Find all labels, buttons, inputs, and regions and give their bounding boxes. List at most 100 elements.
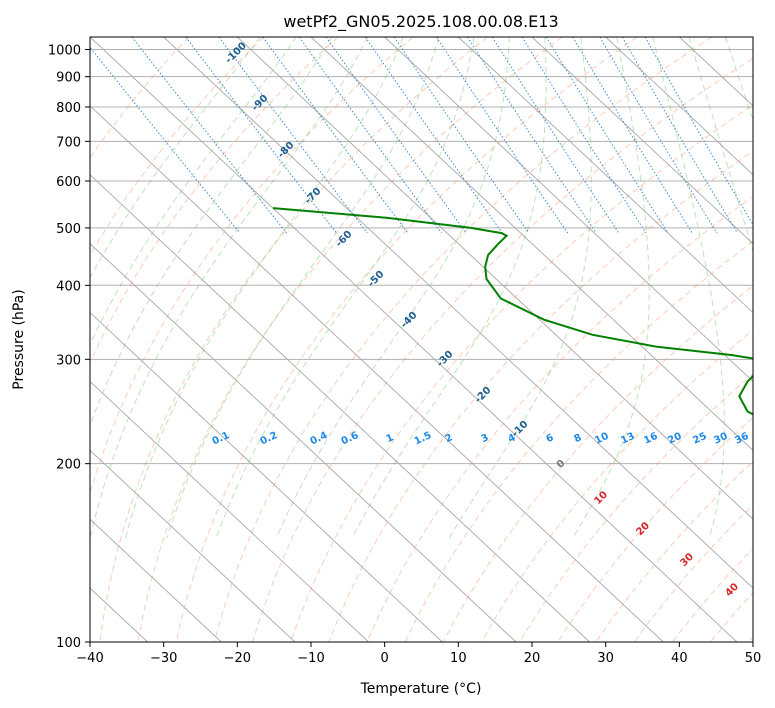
dry-adiabat-line (290, 104, 753, 642)
y-axis-title: Pressure (hPa) (11, 289, 27, 389)
mixing-ratio-label: 16 (642, 431, 659, 447)
y-tick-label: 900 (56, 71, 81, 86)
mixing-ratio-line (298, 37, 442, 234)
mixing-ratio-label: 1 (384, 432, 395, 445)
isotherm-line (531, 37, 753, 245)
dry-adiabat-line (90, 37, 339, 364)
mixing-ratio-line (644, 37, 753, 226)
mixing-ratio-line (90, 46, 241, 234)
mixing-ratio-lines (90, 37, 753, 234)
mixing-ratio-line (599, 37, 718, 234)
x-tick-label: 50 (745, 651, 762, 666)
dry-adiabats (90, 37, 753, 642)
isotherm-line (90, 449, 296, 642)
mixing-ratio-line (325, 37, 467, 234)
y-tick-label: 100 (56, 636, 81, 651)
mixing-ratio-line (364, 37, 503, 234)
moist-adiabat-line (90, 37, 261, 279)
moist-adiabat-line (90, 37, 369, 538)
moist-adiabat-line (215, 37, 475, 538)
dry-adiabat-line (175, 37, 638, 642)
isotherm-line (90, 243, 517, 642)
chart-title: wetPf2_GN05.2025.108.00.08.E13 (283, 12, 558, 32)
x-tick-label: −30 (150, 651, 177, 666)
mixing-ratio-label: 3 (479, 432, 490, 445)
y-tick-label: 400 (56, 279, 81, 294)
isotherm-line (605, 37, 753, 176)
mixing-ratio-label: 13 (619, 431, 636, 447)
mixing-ratio-label: 20 (666, 431, 683, 447)
x-tick-label: −40 (76, 651, 103, 666)
dry-adiabat-line (213, 37, 712, 642)
mixing-ratio-label: 10 (593, 431, 610, 447)
mixing-ratio-label: 36 (733, 431, 750, 447)
mixing-ratio-line (545, 37, 669, 234)
dry-adiabat-line (252, 57, 753, 642)
dry-adiabat-line (99, 37, 488, 642)
dry-adiabat-line (90, 37, 264, 257)
isotherm-line (90, 174, 590, 642)
x-tick-label: −10 (297, 651, 324, 666)
isotherm-line (310, 37, 753, 451)
mixing-ratio-label: 25 (691, 431, 708, 447)
y-tick-label: 600 (56, 175, 81, 190)
isotherm-line (237, 37, 753, 520)
mixing-ratio-label: 6 (544, 432, 555, 445)
x-tick-label: 30 (597, 651, 614, 666)
isotherm-line (384, 37, 753, 383)
mixing-ratio-line (521, 37, 647, 234)
moist-adiabat-line (125, 37, 404, 538)
isotherm-line (90, 311, 443, 642)
plot-area: -100-90-80-70-60-50-40-30-20-100.1 0.2 0.4… (90, 37, 753, 642)
y-tick-label: 1000 (48, 44, 81, 59)
x-axis-title: Temperature (°C) (360, 681, 482, 697)
moist-adiabat-line (166, 37, 439, 538)
series-line-green (272, 207, 753, 416)
moist-adiabat-line (276, 37, 510, 538)
isotherm-grid (90, 37, 753, 642)
y-tick-label: 800 (56, 101, 81, 116)
moist-adiabat-line (448, 37, 592, 538)
mixing-ratio-line (621, 37, 738, 234)
x-tick-label: 0 (381, 651, 389, 666)
mixing-ratio-label: 8 (572, 432, 583, 445)
isotherm-line (458, 37, 753, 314)
mixing-ratio-label: 30 (712, 431, 729, 447)
mixing-ratio-line (435, 37, 569, 234)
moist-adiabats (90, 37, 753, 538)
y-tick-label: 200 (56, 458, 81, 473)
x-tick-label: −20 (224, 651, 251, 666)
plot-frame (89, 36, 754, 643)
isotherm-line (90, 518, 222, 642)
isobar-grid (90, 49, 753, 642)
moist-adiabat-line (688, 37, 753, 253)
isotherm-line (90, 105, 664, 642)
mixing-ratio-label: 4 (506, 432, 517, 445)
x-tick-label: 40 (671, 651, 688, 666)
mixing-ratio-line (467, 37, 597, 234)
mixing-ratio-label: 2 (443, 432, 454, 445)
x-tick-label: 10 (450, 651, 467, 666)
mixing-ratio-line (262, 37, 409, 234)
data-series (272, 207, 753, 416)
moist-adiabat-line (652, 37, 725, 538)
moist-adiabat-line (351, 37, 547, 538)
x-axis-ticks: −40 −30 −20 −10 0 10 20 30 40 50 (76, 642, 761, 666)
isotherm-line (90, 380, 369, 642)
mixing-ratio-line (393, 37, 530, 234)
y-tick-label: 500 (56, 222, 81, 237)
mixing-ratio-line (218, 37, 368, 234)
moist-adiabat-line (572, 37, 650, 538)
y-tick-label: 700 (56, 135, 81, 150)
y-tick-label: 300 (56, 353, 81, 368)
dry-adiabat-line (90, 37, 414, 495)
isotherm-line (163, 37, 753, 589)
mixing-ratio-line (491, 37, 620, 234)
x-tick-label: 20 (524, 651, 541, 666)
y-axis-ticks: 100 200 300 400 500 600 700 800 900 1000 (48, 44, 90, 651)
moist-adiabat-line (725, 37, 753, 122)
dry-adiabat-line (328, 150, 753, 642)
isotherm-line (90, 37, 738, 642)
